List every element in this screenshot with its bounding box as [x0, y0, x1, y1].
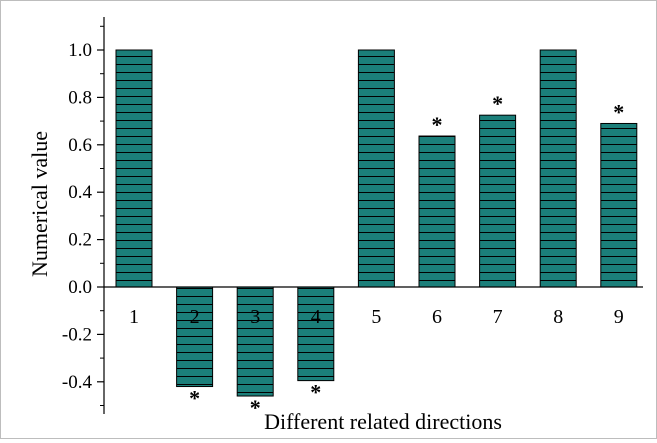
bar	[418, 135, 456, 288]
axes-group	[97, 17, 643, 414]
x-tick-label: 8	[553, 306, 563, 328]
y-tick-label: 0.6	[68, 135, 92, 156]
x-tick-label: 9	[614, 306, 624, 328]
x-axis-label: Different related directions	[264, 409, 502, 434]
y-tick-label: 0.2	[68, 230, 92, 251]
x-tick-label: 2	[190, 306, 200, 328]
y-tick-label: 0.0	[68, 277, 92, 298]
bar	[479, 114, 517, 288]
significance-marker: *	[310, 380, 321, 405]
bar	[357, 49, 395, 288]
significance-marker: *	[613, 99, 624, 124]
y-tick-label: 0.8	[68, 87, 92, 108]
y-tick-label: 0.4	[68, 182, 92, 203]
significance-marker: *	[189, 386, 200, 411]
significance-marker: *	[432, 112, 443, 137]
y-tick-label: -0.4	[62, 372, 93, 393]
y-tick-label: 1.0	[68, 40, 92, 61]
bar	[176, 286, 214, 388]
bar	[297, 286, 335, 382]
y-tick-label: -0.2	[62, 324, 92, 345]
bar	[539, 49, 577, 288]
bars-group	[115, 49, 638, 397]
significance-marker: *	[492, 91, 503, 116]
y-axis-label: Numerical value	[27, 131, 52, 277]
bar	[115, 49, 153, 288]
x-tick-label: 7	[493, 306, 503, 328]
x-tick-label: 3	[250, 306, 260, 328]
bar	[600, 122, 638, 288]
labels-group: 1 2 * 3 * 4 * 5 6 * 7 * 8 9 * -0.4 -0.2 0.0 0.2 0.4 0.6 0.8 1.…	[62, 40, 624, 420]
x-tick-label: 1	[129, 306, 139, 328]
x-tick-label: 6	[432, 306, 442, 328]
bar	[236, 286, 274, 397]
x-tick-label: 5	[371, 306, 381, 328]
x-tick-label: 4	[311, 306, 321, 328]
significance-marker: *	[250, 395, 261, 420]
